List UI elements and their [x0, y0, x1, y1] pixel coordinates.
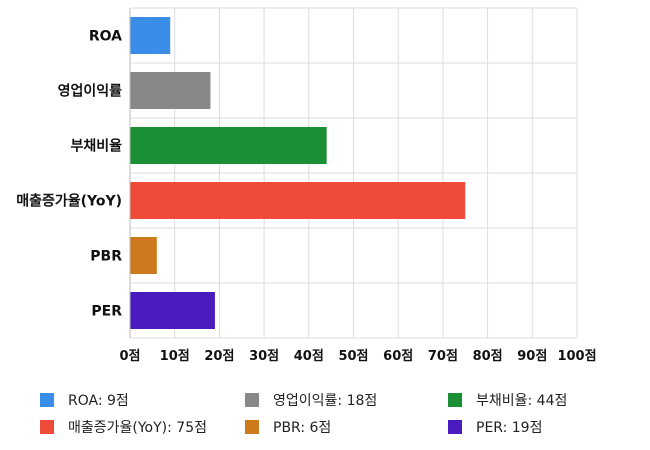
x-tick-label: 0점 — [119, 349, 140, 364]
legend-label: PBR: 6점 — [273, 420, 332, 436]
legend-label: 부채비율: 44점 — [476, 393, 568, 409]
x-tick-label: 70점 — [428, 349, 458, 364]
x-tick-label: 90점 — [517, 349, 547, 364]
legend-item-roa: ROA: 9점 — [40, 390, 129, 410]
legend-swatch — [40, 393, 54, 407]
legend-label: 영업이익률: 18점 — [273, 393, 378, 409]
legend-swatch — [448, 420, 462, 434]
legend-label: ROA: 9점 — [68, 393, 129, 409]
legend-swatch — [40, 420, 54, 434]
legend-swatch — [448, 393, 462, 407]
legend-item-sales-growth: 매출증가율(YoY): 75점 — [40, 417, 207, 437]
x-tick-label: 10점 — [160, 349, 190, 364]
y-category-label: PER — [91, 304, 122, 320]
bars — [130, 17, 466, 329]
bar — [130, 237, 157, 274]
x-tick-label: 100점 — [557, 349, 596, 364]
x-tick-label: 30점 — [249, 349, 279, 364]
legend-item-pbr: PBR: 6점 — [245, 417, 331, 437]
grid — [129, 7, 578, 339]
legend-swatch — [245, 393, 259, 407]
x-tick-label: 20점 — [204, 349, 234, 364]
legend-swatch — [245, 420, 259, 434]
bar — [130, 127, 327, 164]
legend-item-per: PER: 19점 — [448, 417, 542, 437]
legend-label: PER: 19점 — [476, 420, 543, 436]
legend-item-operating-margin: 영업이익률: 18점 — [245, 390, 377, 410]
y-category-label: 매출증가율(YoY) — [16, 193, 122, 210]
y-category-label: ROA — [89, 29, 122, 45]
y-category-label: PBR — [90, 249, 122, 265]
y-category-label: 부채비율 — [70, 138, 122, 155]
legend-label: 매출증가율(YoY): 75점 — [68, 420, 207, 436]
bar — [130, 72, 211, 109]
axes: 0점 10점 20점 30점 40점 50점 60점 70점 80점 90점 100점 ROA 영업이익… — [16, 8, 597, 364]
bar — [130, 182, 466, 219]
x-tick-label: 40점 — [294, 349, 324, 364]
x-tick-label: 50점 — [338, 349, 368, 364]
y-category-label: 영업이익률 — [58, 83, 123, 100]
x-tick-label: 60점 — [383, 349, 413, 364]
x-tick-label: 80점 — [473, 349, 503, 364]
bar — [130, 292, 215, 329]
bar — [130, 17, 171, 54]
legend-item-debt-ratio: 부채비율: 44점 — [448, 390, 567, 410]
